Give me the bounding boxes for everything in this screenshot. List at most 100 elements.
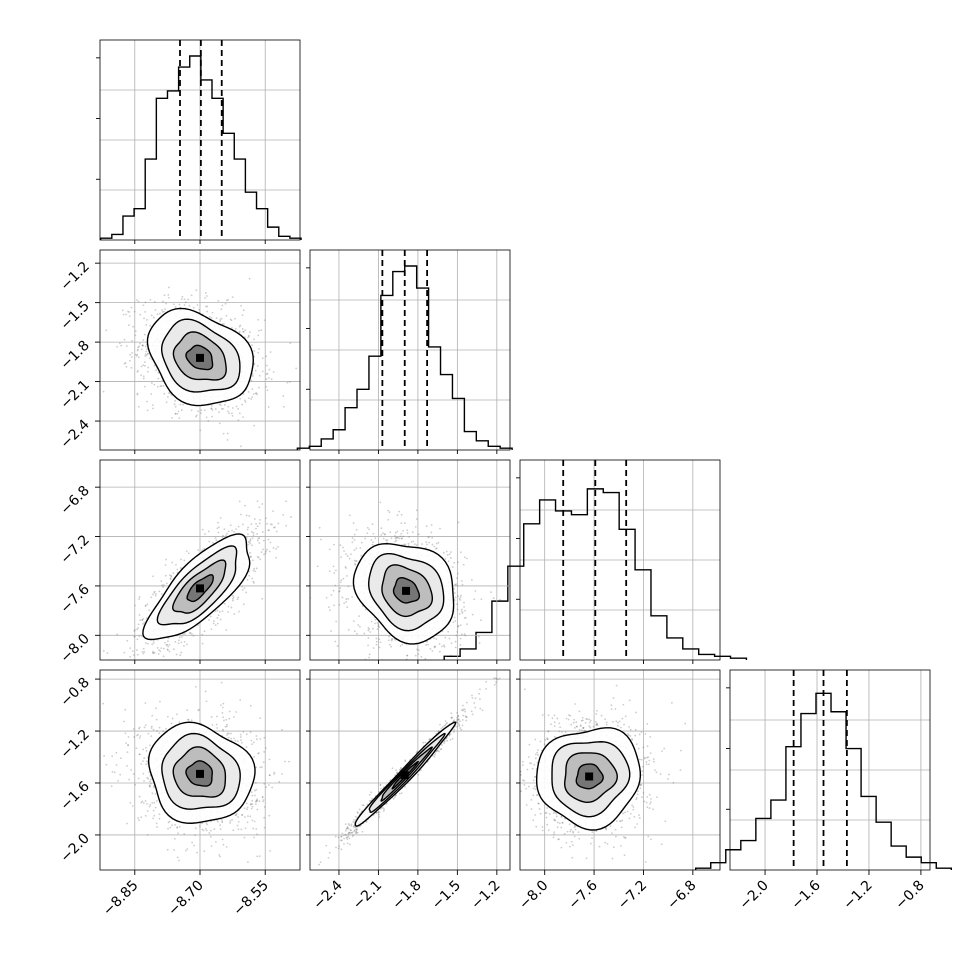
scatter-point: [378, 638, 381, 641]
scatter-point: [256, 539, 259, 542]
scatter-point: [464, 609, 466, 612]
scatter-point: [162, 385, 165, 387]
scatter-point: [226, 532, 228, 535]
scatter-point: [139, 313, 141, 316]
scatter-point: [262, 548, 264, 551]
scatter-point: [141, 650, 144, 653]
scatter-point: [401, 537, 403, 540]
scatter-point: [201, 528, 204, 531]
scatter-point: [143, 726, 146, 729]
scatter-point: [426, 663, 428, 665]
scatter-point: [459, 637, 462, 640]
scatter-point: [453, 694, 455, 696]
scatter-point: [130, 306, 133, 309]
scatter-point: [217, 531, 220, 534]
scatter-point: [197, 410, 200, 413]
scatter-point: [251, 374, 254, 377]
scatter-point: [435, 547, 438, 550]
scatter-point: [253, 355, 256, 358]
scatter-point: [225, 718, 228, 721]
scatter-point: [448, 637, 451, 640]
scatter-point: [464, 616, 467, 619]
scatter-point: [205, 829, 208, 832]
scatter-point: [199, 429, 202, 432]
scatter-point: [173, 403, 176, 406]
scatter-point: [140, 762, 143, 765]
scatter-point: [210, 628, 213, 630]
scatter-point: [473, 598, 476, 601]
scatter-point: [156, 313, 159, 316]
scatter-point: [128, 778, 130, 781]
scatter-point: [394, 535, 396, 537]
scatter-point: [186, 643, 188, 646]
scatter-point: [143, 385, 146, 388]
scatter-point: [136, 299, 138, 301]
scatter-point: [414, 654, 417, 657]
scatter-point: [333, 604, 335, 607]
scatter-point: [201, 549, 204, 552]
scatter-point: [174, 306, 177, 308]
scatter-point: [212, 542, 214, 544]
scatter-point: [395, 536, 398, 539]
scatter-point: [400, 522, 403, 525]
scatter-point: [370, 620, 373, 623]
scatter-point: [355, 547, 358, 550]
scatter-point: [328, 548, 331, 551]
scatter-point: [164, 574, 167, 577]
scatter-point: [456, 603, 458, 606]
scatter-point: [129, 647, 132, 650]
scatter-point: [399, 663, 401, 665]
scatter-point: [136, 393, 139, 396]
scatter-point: [353, 539, 356, 541]
scatter-point: [118, 342, 121, 345]
scatter-point: [176, 412, 179, 415]
scatter-point: [216, 727, 219, 729]
scatter-point: [247, 336, 249, 339]
scatter-point: [209, 615, 212, 618]
scatter-point: [149, 298, 152, 301]
scatter-point: [153, 785, 155, 788]
scatter-point: [253, 518, 256, 520]
scatter-point: [244, 401, 247, 403]
scatter-point: [134, 334, 137, 337]
scatter-point: [233, 716, 235, 718]
scatter-point: [141, 344, 144, 347]
scatter-point: [345, 553, 347, 555]
scatter-point: [238, 412, 241, 415]
scatter-point: [153, 814, 156, 817]
scatter-point: [153, 591, 156, 594]
scatter-point: [471, 613, 474, 616]
scatter-point: [142, 375, 145, 378]
scatter-point: [237, 525, 240, 528]
scatter-point: [208, 315, 211, 318]
scatter-point: [187, 718, 189, 721]
scatter-point: [174, 641, 177, 643]
scatter-point: [249, 815, 252, 818]
scatter-point: [129, 655, 132, 658]
scatter-point: [156, 385, 159, 388]
scatter-point: [204, 292, 207, 294]
scatter-point: [171, 416, 173, 419]
scatter-point: [230, 606, 233, 609]
scatter-point: [128, 311, 131, 313]
scatter-point: [459, 551, 462, 554]
scatter-point: [189, 631, 192, 634]
scatter-point: [180, 641, 183, 644]
scatter-point: [266, 548, 269, 551]
scatter-point: [338, 590, 340, 593]
scatter-point: [228, 412, 230, 415]
scatter-point: [261, 370, 264, 373]
scatter-point: [232, 829, 235, 832]
scatter-point: [459, 644, 462, 646]
scatter-point: [129, 801, 132, 804]
scatter-point: [428, 672, 430, 674]
scatter-point: [245, 591, 248, 594]
scatter-point: [412, 540, 415, 543]
scatter-point: [250, 379, 253, 382]
scatter-point: [190, 294, 193, 297]
scatter-point: [214, 408, 217, 410]
scatter-point: [177, 832, 180, 835]
scatter-point: [450, 551, 452, 553]
scatter-point: [386, 541, 388, 544]
scatter-point: [249, 538, 252, 541]
